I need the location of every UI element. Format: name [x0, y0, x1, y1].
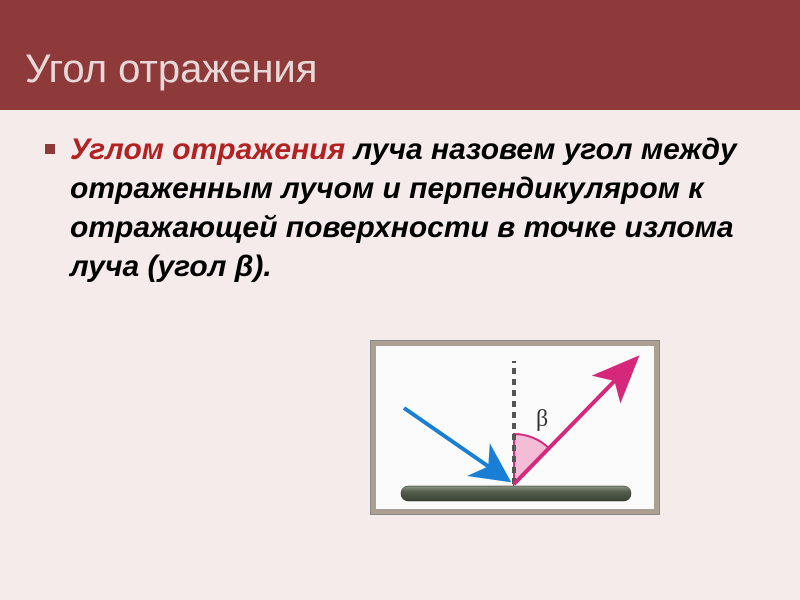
slide-body: Углом отражения луча назовем угол между …	[0, 110, 800, 306]
term-highlight: Углом отражения	[70, 133, 345, 166]
bullet-marker-icon	[45, 144, 55, 154]
reflection-svg: β	[376, 346, 656, 511]
angle-label: β	[536, 406, 548, 432]
slide-header: Угол отражения	[0, 0, 800, 110]
definition-text: Углом отражения луча назовем угол между …	[70, 130, 780, 286]
surface-bar	[401, 486, 631, 501]
incident-ray	[404, 408, 508, 480]
diagram-canvas: β	[376, 346, 654, 509]
slide-title: Угол отражения	[25, 47, 317, 92]
reflection-diagram: β	[370, 340, 660, 515]
bullet-item: Углом отражения луча назовем угол между …	[45, 130, 780, 286]
reflected-ray	[514, 361, 634, 484]
